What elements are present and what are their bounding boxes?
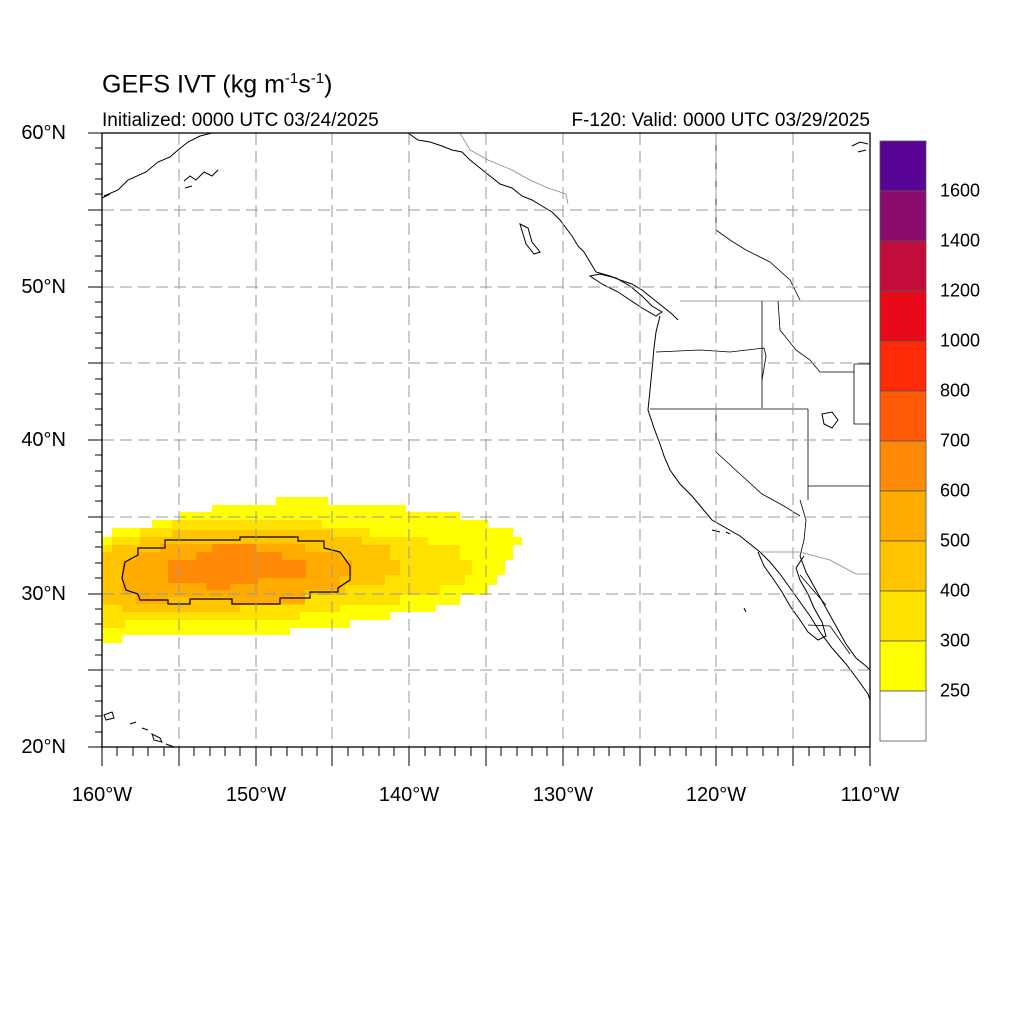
colorbar-swatch-4: [879, 340, 927, 392]
lat-label-20: 20°N: [21, 736, 66, 758]
colorbar-label-1600: 1600: [940, 180, 981, 201]
lon-label-110w: 110°W: [840, 784, 900, 806]
baja-california: [757, 551, 827, 641]
us-mexico-border: [760, 551, 870, 575]
washington-oregon: [655, 347, 767, 381]
lat-label-40: 40°N: [21, 429, 66, 451]
lon-label-120w: 120°W: [685, 784, 747, 806]
colorbar-swatch-11: [879, 690, 927, 742]
haida-gwaii: [519, 223, 541, 255]
us-west-coast: [647, 315, 870, 701]
colorbar-swatch-5: [879, 390, 927, 442]
colorbar-swatch-3: [879, 290, 927, 342]
mexico-states: [799, 574, 851, 655]
colorbar-swatch-0: [879, 140, 927, 192]
colorbar-swatch-6: [879, 440, 927, 492]
initialized-time: Initialized: 0000 UTC 03/24/2025: [102, 110, 379, 131]
colorbar-swatch-7: [879, 490, 927, 542]
lon-label-150w: 150°W: [225, 784, 287, 806]
colorbar-label-250: 250: [940, 680, 971, 701]
axis-ticks: [88, 132, 871, 766]
colorbar-label-800: 800: [940, 380, 971, 401]
alaska-coast: [407, 133, 573, 237]
colorbar-label-500: 500: [940, 530, 971, 551]
lat-label-30: 30°N: [21, 583, 66, 605]
colorbar-swatch-10: [879, 640, 927, 692]
aleutian-islands: [102, 169, 219, 199]
lon-label-140w: 140°W: [378, 784, 440, 806]
valid-time: F-120: Valid: 0000 UTC 03/29/2025: [571, 110, 870, 131]
colorbar-label-400: 400: [940, 580, 971, 601]
great-salt-lake: [821, 411, 839, 429]
arizona-border: [799, 499, 807, 557]
coastlines: [102, 133, 870, 747]
vancouver-island: [588, 273, 663, 317]
colorbar-swatch-8: [879, 540, 927, 592]
map-title: GEFS IVT (kg m-1s-1): [102, 70, 333, 99]
colorbar-label-600: 600: [940, 480, 971, 501]
gridlines: [102, 133, 870, 747]
colorbar-swatch-2: [879, 240, 927, 292]
alaska-peninsula: [103, 133, 213, 197]
ivt-field: [102, 497, 522, 643]
california-nevada: [715, 409, 801, 517]
colorbar-label-1400: 1400: [940, 230, 981, 251]
lon-label-130w: 130°W: [532, 784, 594, 806]
hawaii-islands: [103, 711, 175, 747]
lon-label-160w: 160°W: [71, 784, 133, 806]
channel-islands: [711, 529, 747, 613]
colorbar: [879, 140, 927, 742]
colorbar-label-300: 300: [940, 630, 971, 651]
ivt-contour-500: [121, 536, 351, 605]
colorbar-label-1000: 1000: [940, 330, 981, 351]
colorbar-swatch-1: [879, 190, 927, 242]
montana-wyoming: [853, 363, 870, 425]
ivt-band-600: [168, 544, 306, 590]
colorbar-label-1200: 1200: [940, 280, 981, 301]
bc-inland-lakes: [851, 141, 869, 153]
lat-label-60: 60°N: [21, 122, 66, 144]
idaho-montana: [777, 300, 854, 373]
gulf-of-california-coast: [799, 555, 870, 671]
canada-provinces: [715, 133, 801, 301]
colorbar-swatch-9: [879, 590, 927, 642]
alaska-border: [459, 133, 569, 205]
colorbar-label-700: 700: [940, 430, 971, 451]
bc-coast: [571, 235, 679, 321]
lat-label-50: 50°N: [21, 276, 66, 298]
